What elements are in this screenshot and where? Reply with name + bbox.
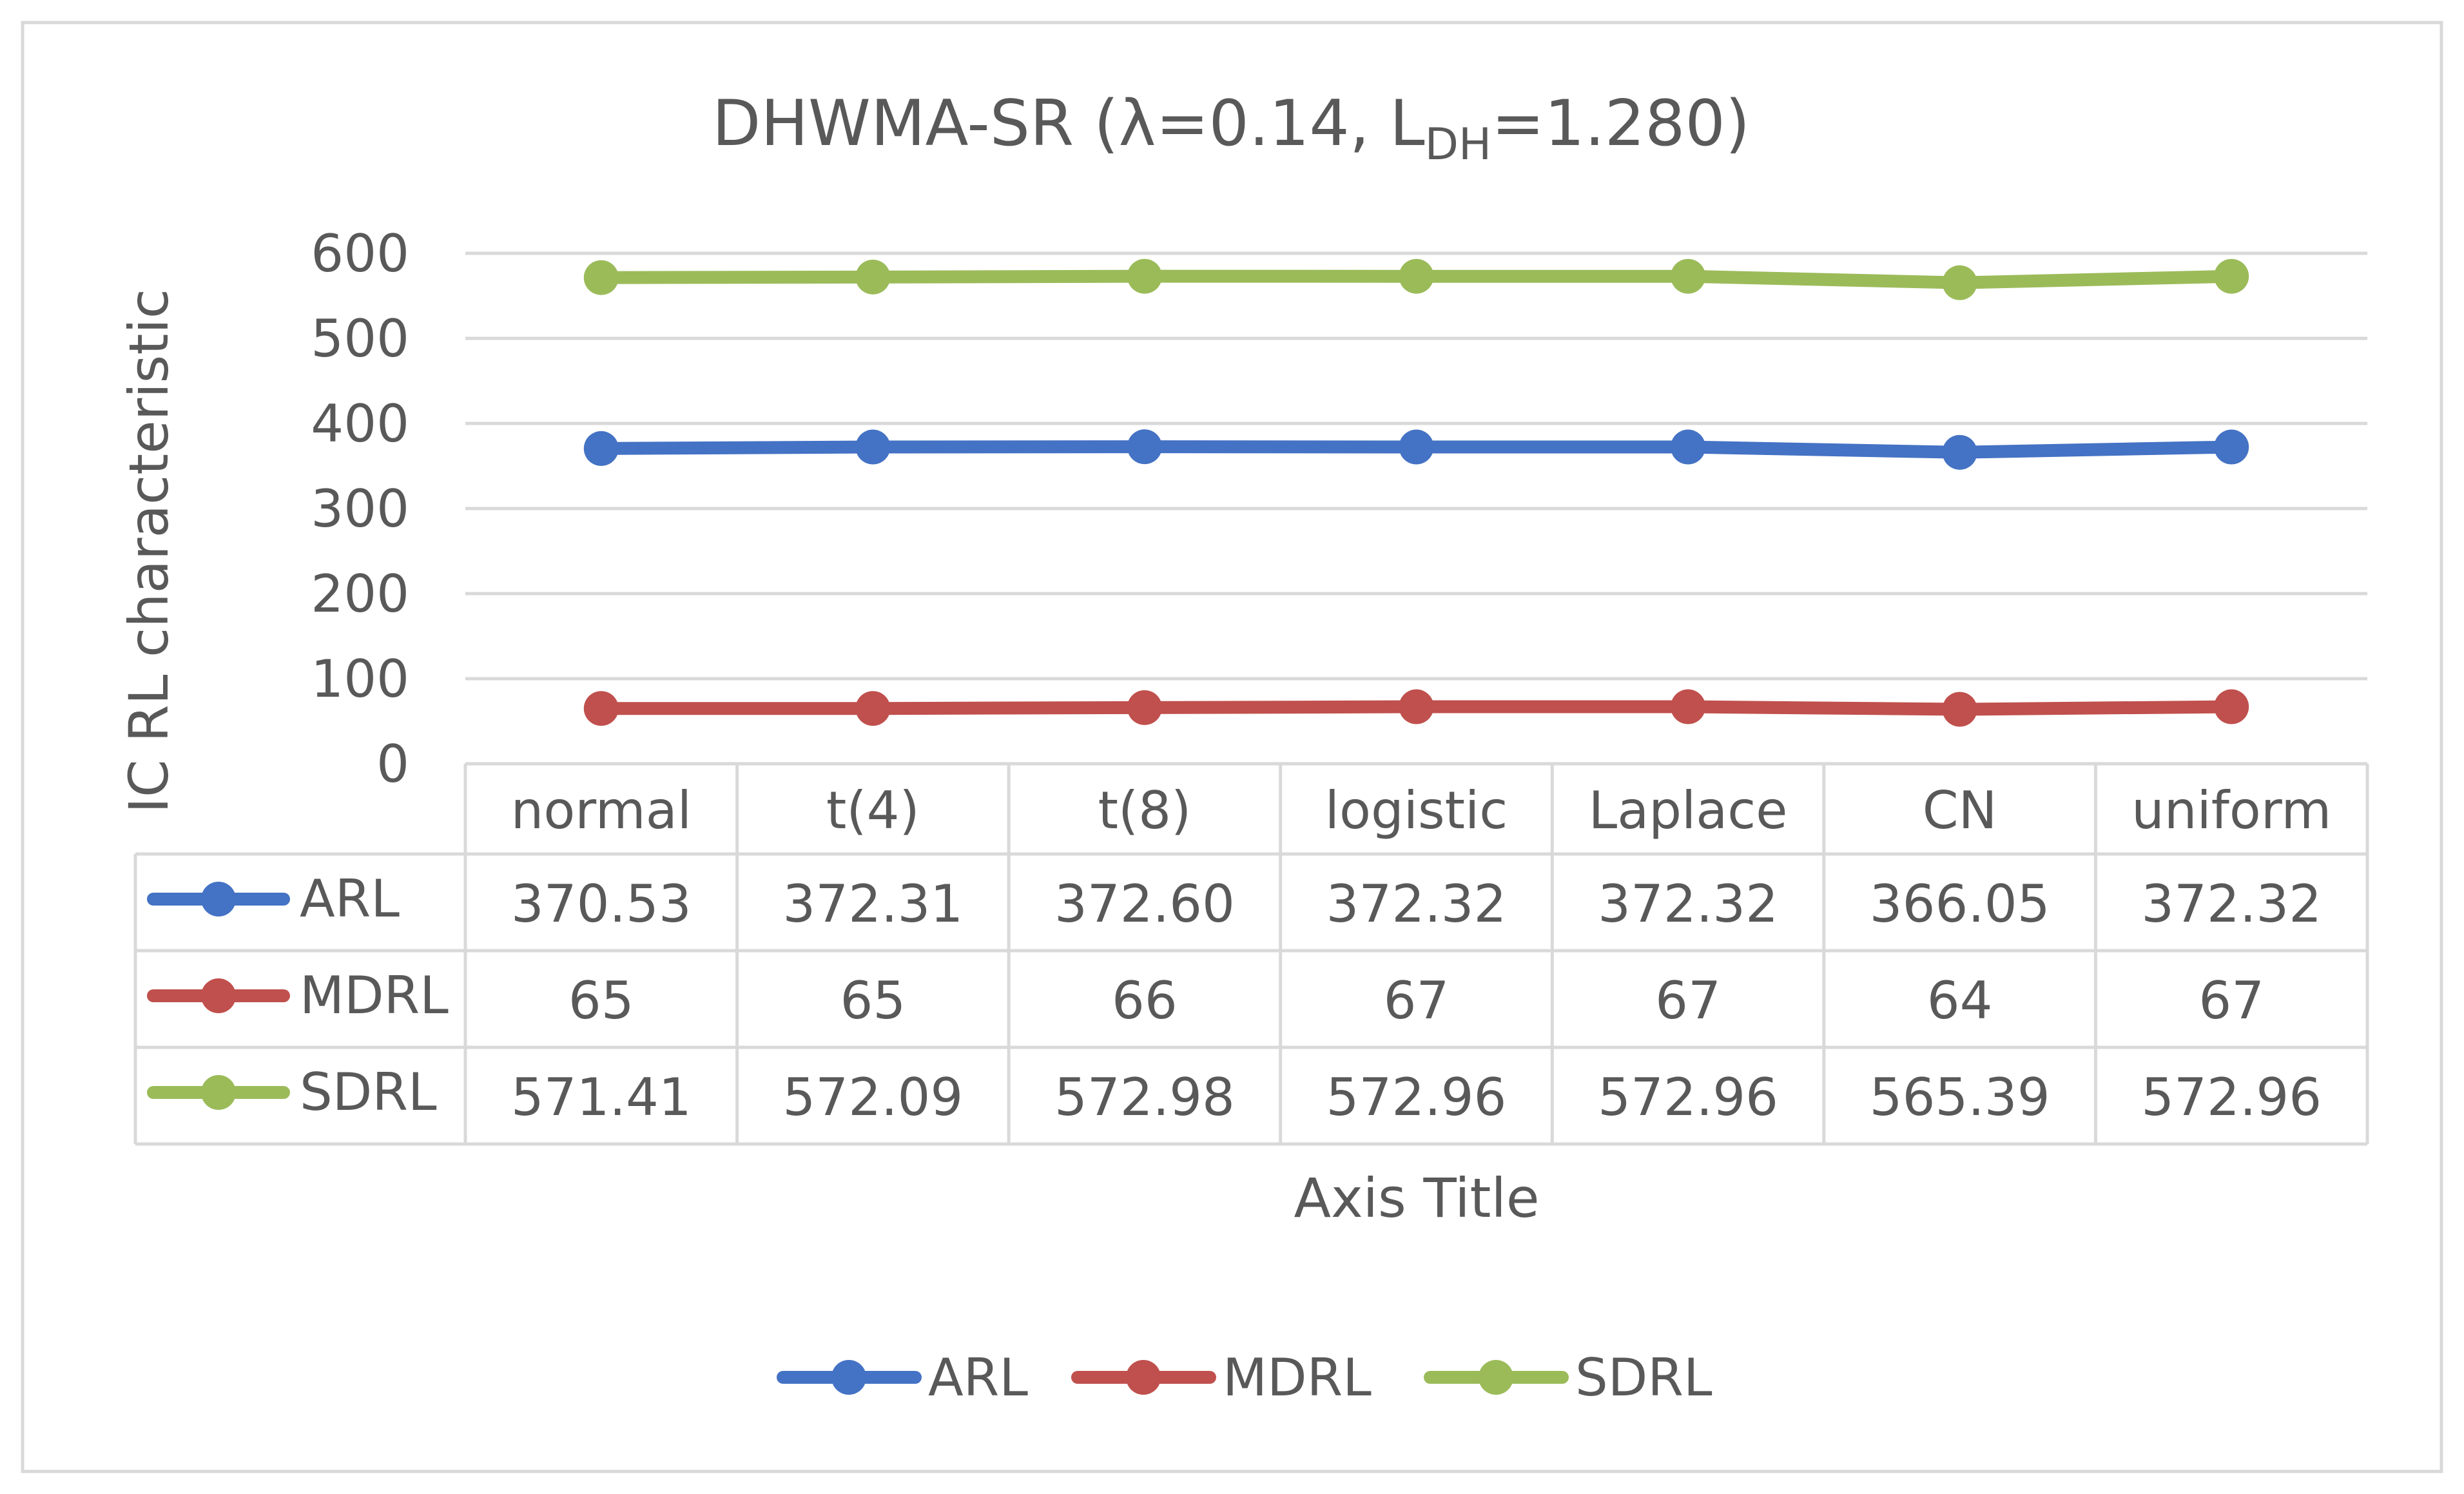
category-label: t(8) <box>1098 781 1192 840</box>
table-cell-value: 571.41 <box>511 1067 692 1127</box>
table-cell-value: 372.31 <box>782 874 963 934</box>
y-tick-label: 300 <box>311 479 409 539</box>
category-label: logistic <box>1325 781 1508 840</box>
data-point-sdrl <box>855 259 891 295</box>
series-lines <box>583 258 2249 727</box>
y-axis-title: IC RL characteristic <box>117 289 180 813</box>
y-tick-label: 0 <box>376 734 409 794</box>
gridlines <box>465 251 2367 681</box>
table-cell-value: 572.96 <box>1598 1067 1778 1127</box>
data-point-arl <box>583 431 619 466</box>
data-point-arl <box>1942 434 1977 470</box>
data-point-arl <box>1671 429 1706 465</box>
category-label: normal <box>511 781 692 840</box>
chart-border <box>21 21 2443 1473</box>
table-legend-key-marker <box>201 1075 236 1110</box>
legend-key-marker <box>831 1360 866 1395</box>
category-label: t(4) <box>826 781 920 840</box>
y-tick-label: 600 <box>311 224 409 284</box>
table-cell-value: 572.98 <box>1054 1067 1235 1127</box>
data-point-mdrl <box>1399 689 1434 724</box>
data-point-sdrl <box>2214 258 2249 294</box>
table-cell-value: 64 <box>1927 971 1993 1031</box>
x-axis-title: Axis Title <box>1294 1167 1540 1230</box>
chart-title-subscript: DH <box>1425 119 1492 170</box>
table-cell-value: 370.53 <box>511 874 692 934</box>
table-cell-value: 66 <box>1112 971 1178 1031</box>
table-cell-value: 372.32 <box>1598 874 1778 934</box>
legend-entry-label: ARL <box>928 1348 1028 1408</box>
table-cell-value: 572.96 <box>2141 1067 2322 1127</box>
y-tick-label: 400 <box>311 394 409 454</box>
table-cell-value: 572.96 <box>1326 1067 1507 1127</box>
table-legend-key-marker <box>201 978 236 1013</box>
table-cell-value: 372.32 <box>1326 874 1507 934</box>
table-cell-value: 366.05 <box>1870 874 2050 934</box>
data-point-mdrl <box>855 691 891 726</box>
legend: ARL MDRL SDRL <box>777 1348 1712 1408</box>
data-point-sdrl <box>1127 258 1162 294</box>
y-tick-label: 500 <box>311 309 409 369</box>
data-point-mdrl <box>1942 692 1977 727</box>
data-point-mdrl <box>1671 689 1706 724</box>
data-point-arl <box>1399 429 1434 465</box>
table-series-name: SDRL <box>300 1062 437 1122</box>
category-label: CN <box>1923 781 1997 840</box>
data-point-arl <box>855 429 891 465</box>
data-point-mdrl <box>1127 690 1162 725</box>
legend-entry-label: MDRL <box>1223 1348 1372 1408</box>
y-tick-label: 100 <box>311 649 409 709</box>
data-point-mdrl <box>2214 689 2249 724</box>
category-label: Laplace <box>1589 781 1788 840</box>
data-point-sdrl <box>1671 258 1706 294</box>
legend-key-marker <box>1126 1360 1161 1395</box>
y-tick-label: 200 <box>311 564 409 624</box>
table-series-name: MDRL <box>300 965 449 1025</box>
table-cell-value: 67 <box>1384 971 1450 1031</box>
data-point-sdrl <box>583 260 619 295</box>
data-point-sdrl <box>1942 265 1977 300</box>
chart-title-tail: =1.280) <box>1491 87 1750 160</box>
table-cell-value: 572.09 <box>782 1067 963 1127</box>
table-cell-value: 372.60 <box>1054 874 1235 934</box>
table-cell-value: 565.39 <box>1870 1067 2050 1127</box>
data-point-arl <box>1127 429 1162 465</box>
data-point-mdrl <box>583 691 619 726</box>
table-series-name: ARL <box>300 869 400 929</box>
table-cell-value: 67 <box>2198 971 2264 1031</box>
chart-title-main: DHWMA-SR (λ=0.14, L <box>712 87 1425 160</box>
table-cell-value: 67 <box>1655 971 1721 1031</box>
table-cell-value: 372.32 <box>2141 874 2322 934</box>
data-point-sdrl <box>1399 258 1434 294</box>
legend-entry-label: SDRL <box>1575 1348 1712 1408</box>
data-table: normal t(4) t(8) logistic Laplace CN uniform AR… <box>133 762 2369 1146</box>
table-cell-value: 65 <box>568 971 634 1031</box>
data-point-arl <box>2214 429 2249 465</box>
table-cell-value: 65 <box>840 971 906 1031</box>
chart-title: DHWMA-SR (λ=0.14, LDH=1.280) <box>712 87 1750 170</box>
table-legend-key-marker <box>201 882 236 917</box>
y-tick-labels: 0 100 200 300 400 500 600 <box>311 224 409 794</box>
category-label: uniform <box>2131 781 2331 840</box>
legend-key-marker <box>1479 1360 1513 1395</box>
